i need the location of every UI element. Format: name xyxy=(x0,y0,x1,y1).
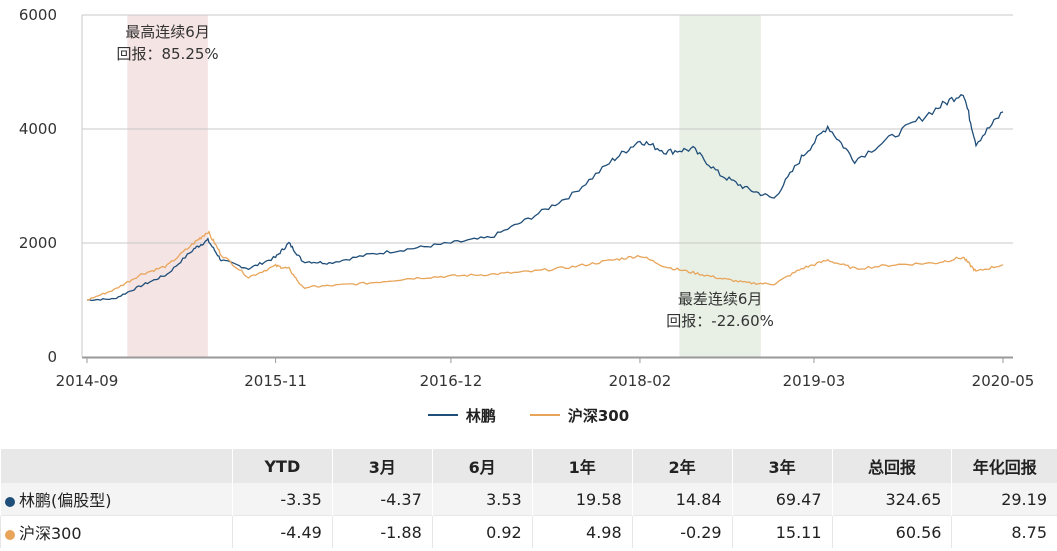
table-row: 沪深300 -4.49 -1.88 0.92 4.98 -0.29 15.11 … xyxy=(0,515,1057,548)
annotation-label: 最高连续6月 xyxy=(125,23,210,41)
header-cell[interactable]: 6月 xyxy=(431,449,533,483)
x-tick-label: 2014-09 xyxy=(56,372,119,390)
row-name: 沪深300 xyxy=(19,524,82,543)
y-tick-label: 6000 xyxy=(19,6,57,24)
annotation-label: 最差连续6月 xyxy=(678,290,763,308)
series-line-林鹏 xyxy=(86,94,1004,302)
table-cell: -0.29 xyxy=(631,515,733,548)
table-cell: -4.49 xyxy=(231,515,333,548)
highlight-bands xyxy=(127,15,761,357)
table-cell: 29.19 xyxy=(951,483,1057,516)
table-cell: 3.53 xyxy=(431,483,533,516)
row-name-cell: 林鹏(偏股型) xyxy=(0,483,233,516)
row-name: 林鹏(偏股型) xyxy=(19,491,112,510)
y-tick-label: 2000 xyxy=(19,234,57,252)
table-header-row: YTD 3月 6月 1年 2年 3年 总回报 年化回报 xyxy=(0,449,1057,483)
performance-table: YTD 3月 6月 1年 2年 3年 总回报 年化回报 林鹏(偏股型) -3.3… xyxy=(0,449,1057,548)
header-cell[interactable]: 3月 xyxy=(331,449,433,483)
x-tick-label: 2019-03 xyxy=(783,372,846,390)
y-tick-label: 4000 xyxy=(19,120,57,138)
performance-chart: 0 2000 4000 6000 2014-09 2015-11 2016-12 2018-0… xyxy=(19,6,1035,390)
table-cell: 15.11 xyxy=(731,515,833,548)
annotation-label: 回报：85.25% xyxy=(116,45,218,63)
x-tick-label: 2018-02 xyxy=(609,372,672,390)
table-cell: 0.92 xyxy=(431,515,533,548)
table-cell: -1.88 xyxy=(331,515,433,548)
header-cell xyxy=(0,449,233,483)
table-cell: 69.47 xyxy=(731,483,833,516)
x-tick-label: 2020-05 xyxy=(972,372,1035,390)
highlight-band xyxy=(127,15,208,357)
table-row: 林鹏(偏股型) -3.35 -4.37 3.53 19.58 14.84 69.… xyxy=(0,483,1057,516)
legend-label-series-b: 沪深300 xyxy=(567,406,630,425)
legend: 林鹏 沪深300 xyxy=(0,402,1057,428)
header-cell[interactable]: 年化回报 xyxy=(951,449,1057,483)
series-dot-icon xyxy=(5,496,15,507)
table-cell: -4.37 xyxy=(331,483,433,516)
y-tick-label: 0 xyxy=(47,348,57,366)
legend-swatch-series-a xyxy=(427,414,458,416)
table-cell: -3.35 xyxy=(231,483,333,516)
annotation-label: 回报：-22.60% xyxy=(666,312,774,330)
header-cell[interactable]: 1年 xyxy=(531,449,633,483)
series-lines xyxy=(86,94,1004,302)
table-cell: 8.75 xyxy=(951,515,1057,548)
legend-item-series-b[interactable]: 沪深300 xyxy=(529,405,630,426)
header-cell[interactable]: 2年 xyxy=(631,449,733,483)
table-cell: 19.58 xyxy=(531,483,633,516)
axes: 0 2000 4000 6000 2014-09 2015-11 2016-12 2018-0… xyxy=(19,6,1035,390)
header-cell[interactable]: 3年 xyxy=(731,449,833,483)
table-cell: 60.56 xyxy=(831,515,952,548)
table-cell: 324.65 xyxy=(831,483,952,516)
header-cell[interactable]: YTD xyxy=(231,449,333,483)
grid-lines xyxy=(82,14,1013,358)
series-dot-icon xyxy=(5,529,15,540)
header-cell[interactable]: 总回报 xyxy=(831,449,952,483)
legend-label-series-a: 林鹏 xyxy=(465,406,496,425)
x-tick-label: 2016-12 xyxy=(420,372,483,390)
table-cell: 4.98 xyxy=(531,515,633,548)
table-cell: 14.84 xyxy=(631,483,733,516)
legend-swatch-series-b xyxy=(529,414,560,416)
row-name-cell: 沪深300 xyxy=(0,515,233,548)
legend-item-series-a[interactable]: 林鹏 xyxy=(427,405,496,426)
x-tick-label: 2015-11 xyxy=(244,372,307,390)
series-line-沪深300 xyxy=(86,230,1004,301)
